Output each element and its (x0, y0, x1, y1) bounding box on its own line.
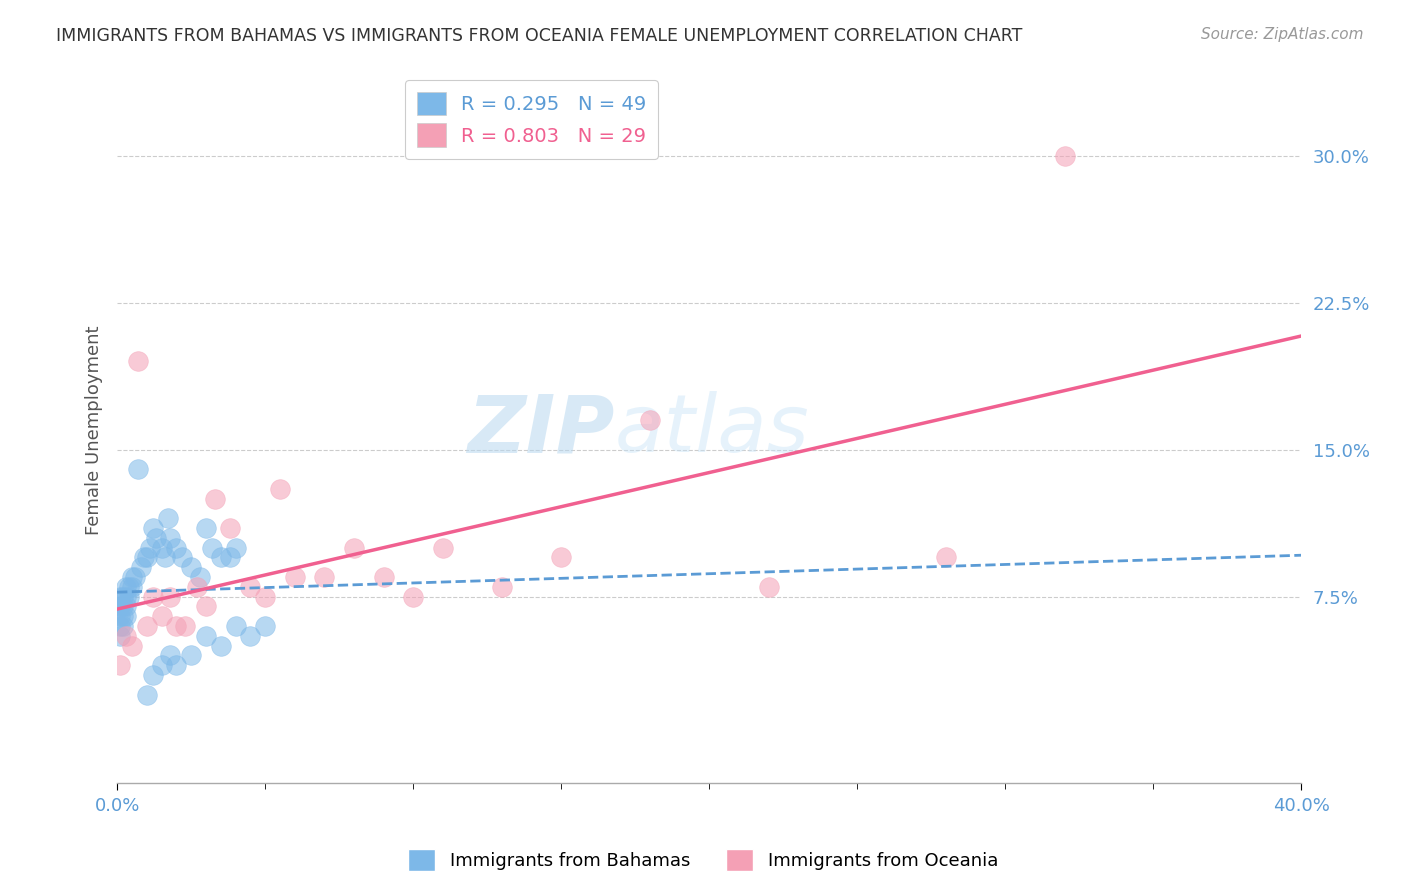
Point (491, 580, 513, 594)
Point (121, 580, 143, 594)
Point (638, 413, 661, 427)
Y-axis label: Female Unemployment: Female Unemployment (86, 326, 103, 535)
Point (174, 619, 197, 633)
Point (373, 570, 395, 584)
Point (186, 580, 208, 594)
Point (121, 639, 143, 653)
Point (139, 541, 162, 555)
Point (150, 658, 173, 673)
Text: Source: ZipAtlas.com: Source: ZipAtlas.com (1201, 27, 1364, 42)
Point (115, 609, 138, 624)
Point (550, 550, 572, 565)
Point (343, 541, 366, 555)
Point (209, 550, 232, 565)
Point (153, 550, 176, 565)
Point (118, 580, 141, 594)
Point (124, 570, 146, 584)
Point (239, 629, 262, 643)
Point (112, 599, 135, 614)
Point (145, 531, 167, 545)
Point (156, 511, 179, 525)
Point (180, 560, 202, 574)
Point (165, 619, 187, 633)
Text: atlas: atlas (614, 391, 810, 469)
Legend: R = 0.295   N = 49, R = 0.803   N = 29: R = 0.295 N = 49, R = 0.803 N = 29 (405, 80, 658, 159)
Point (172, 550, 194, 565)
Point (115, 599, 138, 614)
Point (108, 599, 131, 614)
Text: ZIP: ZIP (467, 391, 614, 469)
Point (142, 668, 165, 682)
Point (225, 619, 247, 633)
Point (150, 541, 173, 555)
Text: IMMIGRANTS FROM BAHAMAS VS IMMIGRANTS FROM OCEANIA FEMALE UNEMPLOYMENT CORRELATI: IMMIGRANTS FROM BAHAMAS VS IMMIGRANTS FR… (56, 27, 1022, 45)
Point (195, 599, 218, 614)
Point (132, 550, 155, 565)
Point (115, 629, 138, 643)
Point (195, 629, 218, 643)
Point (112, 609, 135, 624)
Point (108, 629, 131, 643)
Point (129, 560, 152, 574)
Point (402, 590, 425, 604)
Point (108, 590, 131, 604)
Point (142, 521, 165, 535)
Point (201, 541, 224, 555)
Point (142, 590, 165, 604)
Point (225, 541, 247, 555)
Point (121, 570, 143, 584)
Point (254, 590, 277, 604)
Point (127, 462, 149, 476)
Point (150, 609, 173, 624)
Point (204, 491, 226, 506)
Point (935, 550, 957, 565)
Point (239, 580, 262, 594)
Point (165, 541, 187, 555)
Point (1053, 149, 1076, 163)
Point (135, 550, 157, 565)
Point (758, 580, 780, 594)
Point (115, 580, 138, 594)
Point (159, 648, 181, 663)
Point (108, 658, 131, 673)
Point (218, 521, 240, 535)
Point (165, 658, 187, 673)
Point (188, 570, 211, 584)
Point (180, 648, 202, 663)
Point (135, 688, 157, 702)
Point (314, 570, 336, 584)
Point (159, 590, 181, 604)
Point (135, 619, 157, 633)
Point (269, 482, 291, 496)
Point (112, 619, 135, 633)
Point (159, 531, 181, 545)
Point (284, 570, 307, 584)
Point (209, 639, 232, 653)
Point (127, 354, 149, 368)
Point (195, 521, 218, 535)
Point (254, 619, 277, 633)
Legend: Immigrants from Bahamas, Immigrants from Oceania: Immigrants from Bahamas, Immigrants from… (401, 842, 1005, 879)
Point (112, 590, 135, 604)
Point (218, 550, 240, 565)
Point (115, 590, 138, 604)
Point (432, 541, 454, 555)
Point (118, 590, 141, 604)
Point (108, 619, 131, 633)
Point (108, 609, 131, 624)
